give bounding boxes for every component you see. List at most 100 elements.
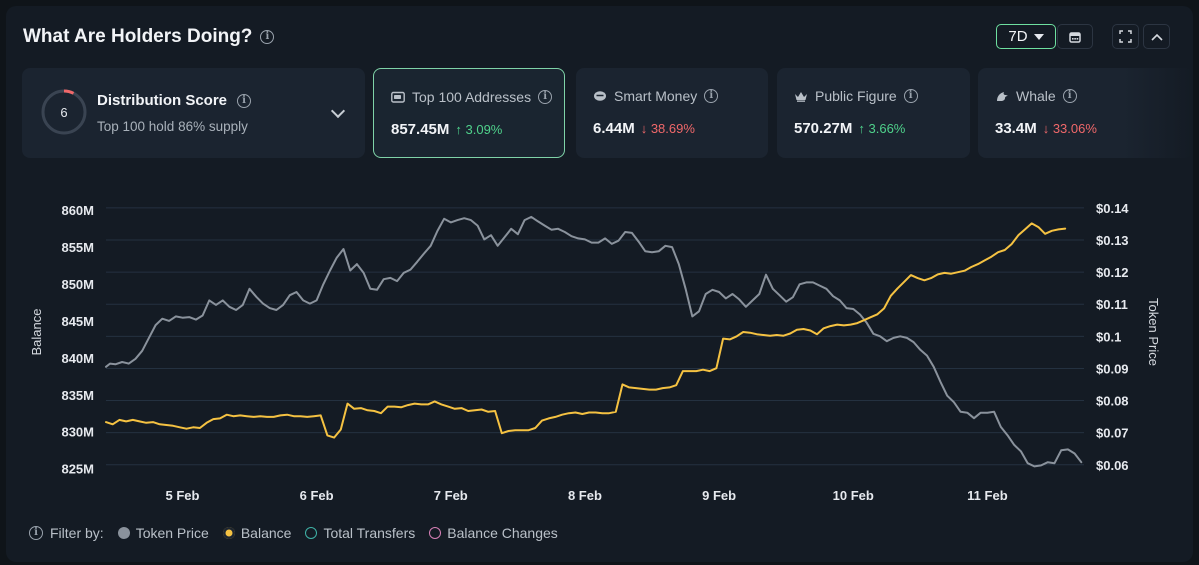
card-label: Top 100 Addresses bbox=[412, 89, 532, 105]
caret-down-icon bbox=[1033, 33, 1044, 40]
x-tick-label: 11 Feb bbox=[967, 488, 1008, 503]
legend-dot bbox=[429, 527, 442, 539]
legend-item-token-price[interactable]: Token Price bbox=[117, 525, 209, 541]
y-tick-label: 835M bbox=[61, 388, 94, 403]
y-axis-title: Balance bbox=[29, 309, 44, 356]
legend-item-balance[interactable]: Balance bbox=[222, 525, 291, 541]
card-value-row: 857.45M ↑ 3.09% bbox=[391, 121, 502, 138]
x-tick-label: 9 Feb bbox=[702, 488, 736, 503]
period-dropdown[interactable]: 7D bbox=[996, 24, 1056, 49]
y2-tick-label: $0.08 bbox=[1096, 394, 1129, 409]
legend-dot bbox=[305, 527, 318, 539]
info-icon[interactable]: i bbox=[237, 93, 252, 108]
whale-icon bbox=[997, 92, 1008, 101]
card-top-100-addresses[interactable]: Top 100 Addresses i 857.45M ↑ 3.09% bbox=[373, 68, 565, 158]
y2-tick-label: $0.13 bbox=[1096, 233, 1129, 248]
y2-tick-label: $0.11 bbox=[1096, 297, 1128, 312]
card-public-figure[interactable]: Public Figure i 570.27M ↑ 3.66% bbox=[777, 68, 970, 158]
x-tick-label: 10 Feb bbox=[833, 488, 874, 503]
y2-axis-title: Token Price bbox=[1146, 298, 1161, 366]
x-tick-label: 7 Feb bbox=[434, 488, 468, 503]
panel-title-text: What Are Holders Doing? bbox=[23, 26, 253, 47]
fullscreen-button[interactable] bbox=[1112, 24, 1139, 49]
collapse-button[interactable] bbox=[1143, 24, 1170, 49]
panel-title: What Are Holders Doing? i bbox=[23, 26, 275, 48]
y2-tick-label: $0.12 bbox=[1096, 265, 1129, 280]
card-smart-money[interactable]: Smart Money i 6.44M ↓ 38.69% bbox=[576, 68, 768, 158]
card-value: 33.4M bbox=[995, 120, 1037, 137]
info-icon[interactable]: i bbox=[903, 89, 918, 103]
card-change-arrow: ↓ bbox=[1042, 121, 1050, 136]
legend-dot bbox=[117, 527, 130, 539]
legend-label: Token Price bbox=[135, 525, 209, 541]
calendar-button[interactable] bbox=[1057, 24, 1093, 49]
card-value-row: 33.4M ↓ 33.06% bbox=[995, 120, 1097, 137]
y2-tick-label: $0.14 bbox=[1096, 201, 1129, 216]
card-label-row: Smart Money i bbox=[593, 88, 719, 104]
legend-label: Total Transfers bbox=[323, 525, 416, 541]
crown-icon bbox=[795, 92, 807, 102]
card-change-arrow: ↑ bbox=[858, 121, 865, 136]
distribution-score-ring: 6 bbox=[41, 89, 87, 135]
holders-panel: What Are Holders Doing? i 7D 6 Distribut… bbox=[6, 6, 1193, 562]
y-tick-label: 850M bbox=[61, 277, 94, 292]
y-tick-label: 855M bbox=[61, 240, 94, 255]
y2-tick-label: $0.1 bbox=[1096, 329, 1121, 344]
y-tick-label: 830M bbox=[61, 425, 94, 440]
card-change-value: 3.09% bbox=[465, 122, 503, 137]
card-label: Whale bbox=[1016, 88, 1056, 104]
info-icon[interactable]: i bbox=[1062, 89, 1077, 103]
holders-chart: $0.14 $0.13 $0.12 $0.11 $0.1 $0.09 $0.08 $0.07 $… bbox=[29, 201, 1161, 503]
card-label-row: Whale i bbox=[995, 88, 1077, 104]
period-value: 7D bbox=[1008, 28, 1028, 45]
y-tick-label: 840M bbox=[61, 351, 94, 366]
y2-tick-label: $0.07 bbox=[1096, 426, 1129, 441]
chevron-up-icon bbox=[1150, 33, 1163, 41]
card-change: ↑ 3.09% bbox=[455, 122, 502, 137]
x-tick-label: 6 Feb bbox=[300, 488, 334, 503]
expand-icon bbox=[1119, 30, 1132, 43]
card-change-value: 3.66% bbox=[868, 121, 906, 136]
card-change-value: 33.06% bbox=[1052, 121, 1097, 136]
card-change-arrow: ↑ bbox=[455, 122, 462, 137]
y-tick-label: 825M bbox=[61, 462, 94, 477]
info-icon[interactable]: i bbox=[260, 30, 275, 44]
legend-item-total-transfers[interactable]: Total Transfers bbox=[305, 525, 415, 541]
distribution-score-card[interactable]: 6 Distribution Score i Top 100 hold 86% … bbox=[22, 68, 365, 158]
card-value: 570.27M bbox=[794, 120, 853, 137]
info-icon[interactable]: i bbox=[538, 90, 553, 104]
distribution-score-label: Distribution Score bbox=[97, 92, 228, 109]
card-change: ↑ 3.66% bbox=[858, 121, 905, 136]
card-value: 857.45M bbox=[391, 121, 450, 138]
legend-label: Balance Changes bbox=[447, 525, 558, 541]
card-label-row: Public Figure i bbox=[794, 88, 918, 104]
card-value-row: 570.27M ↑ 3.66% bbox=[794, 120, 905, 137]
series-line-balance bbox=[105, 222, 1067, 439]
filter-label: Filter by: bbox=[50, 525, 104, 541]
cards-scroll-fade bbox=[1123, 68, 1193, 160]
y-tick-label: 845M bbox=[61, 314, 94, 329]
series-line-token-price bbox=[105, 215, 1083, 468]
card-value-row: 6.44M ↓ 38.69% bbox=[593, 120, 695, 137]
summary-cards: 6 Distribution Score i Top 100 hold 86% … bbox=[22, 68, 1193, 158]
x-tick-label: 5 Feb bbox=[165, 488, 199, 503]
y2-tick-label: $0.09 bbox=[1096, 361, 1129, 376]
card-change-arrow: ↓ bbox=[640, 121, 648, 136]
info-icon[interactable]: i bbox=[29, 526, 43, 540]
y-tick-label: 860M bbox=[61, 203, 94, 218]
legend-item-balance-changes[interactable]: Balance Changes bbox=[429, 525, 558, 541]
y2-tick-label: $0.06 bbox=[1096, 458, 1129, 473]
x-tick-label: 8 Feb bbox=[568, 488, 602, 503]
card-change: ↓ 38.69% bbox=[641, 121, 695, 136]
card-label-row: Top 100 Addresses i bbox=[391, 89, 553, 105]
card-value: 6.44M bbox=[593, 120, 635, 137]
legend-dot bbox=[222, 527, 235, 539]
card-label: Public Figure bbox=[815, 88, 897, 104]
distribution-score-value: 6 bbox=[60, 105, 67, 120]
calendar-icon bbox=[1069, 31, 1081, 43]
info-icon[interactable]: i bbox=[704, 89, 719, 103]
card-change: ↓ 33.06% bbox=[1043, 121, 1097, 136]
chevron-down-icon[interactable] bbox=[330, 103, 346, 119]
card-label: Smart Money bbox=[614, 88, 698, 104]
wallet-icon bbox=[391, 91, 405, 103]
